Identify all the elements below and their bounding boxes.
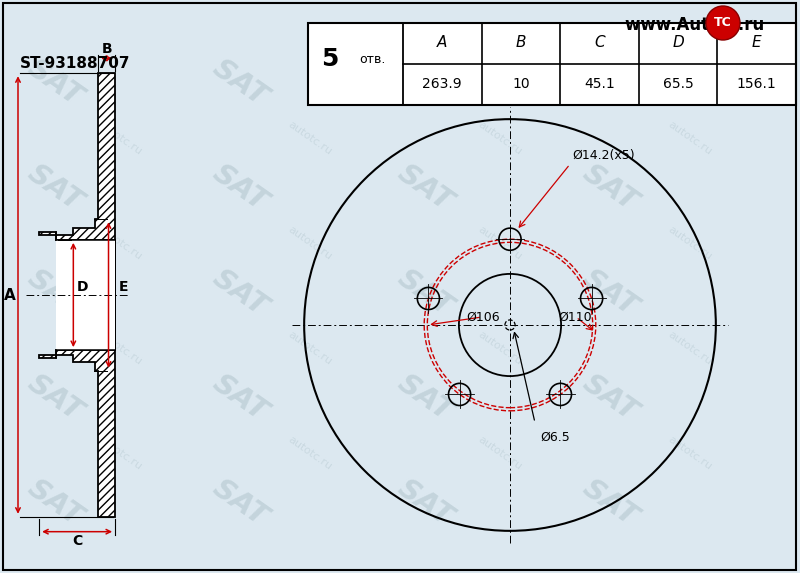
Text: SAT: SAT: [392, 54, 458, 112]
Text: SAT: SAT: [392, 474, 458, 532]
Text: 10: 10: [512, 77, 530, 91]
Text: SAT: SAT: [577, 159, 643, 217]
Text: autotc.ru: autotc.ru: [286, 434, 334, 472]
Text: autotc.ru: autotc.ru: [666, 329, 714, 367]
Text: SAT: SAT: [22, 159, 88, 217]
Text: autotc.ru: autotc.ru: [666, 224, 714, 262]
Circle shape: [706, 6, 740, 40]
Text: SAT: SAT: [577, 369, 643, 427]
Text: autotc.ru: autotc.ru: [286, 329, 334, 367]
Text: отв.: отв.: [359, 53, 385, 65]
Text: SAT: SAT: [207, 264, 273, 322]
Text: C: C: [594, 35, 605, 50]
Text: autotc.ru: autotc.ru: [96, 224, 144, 262]
Text: A: A: [437, 35, 447, 50]
Text: B: B: [516, 35, 526, 50]
Text: 263.9: 263.9: [422, 77, 462, 91]
Text: Ø14.2(x5): Ø14.2(x5): [572, 149, 634, 162]
Text: autotc.ru: autotc.ru: [476, 329, 524, 367]
Text: autotc.ru: autotc.ru: [286, 224, 334, 262]
Text: autotc.ru: autotc.ru: [666, 434, 714, 472]
Text: 156.1: 156.1: [737, 77, 777, 91]
Text: Ø110: Ø110: [558, 311, 592, 324]
Text: www.Auto   .ru: www.Auto .ru: [626, 16, 765, 34]
Text: autotc.ru: autotc.ru: [476, 434, 524, 472]
Text: SAT: SAT: [392, 369, 458, 427]
Text: autotc.ru: autotc.ru: [96, 434, 144, 472]
Text: autotc.ru: autotc.ru: [476, 224, 524, 262]
Text: D: D: [76, 280, 88, 294]
Polygon shape: [39, 73, 115, 517]
Text: Ø106: Ø106: [466, 311, 500, 324]
Text: 5: 5: [322, 47, 338, 71]
Text: B: B: [102, 42, 112, 56]
Text: autotc.ru: autotc.ru: [666, 119, 714, 157]
Text: SAT: SAT: [207, 54, 273, 112]
Text: TC: TC: [714, 17, 732, 29]
Text: D: D: [672, 35, 684, 50]
Text: SAT: SAT: [22, 474, 88, 532]
Text: SAT: SAT: [577, 54, 643, 112]
Text: 45.1: 45.1: [584, 77, 615, 91]
Text: 65.5: 65.5: [662, 77, 694, 91]
Text: SAT: SAT: [22, 54, 88, 112]
Text: autotc.ru: autotc.ru: [476, 119, 524, 157]
Text: autotc.ru: autotc.ru: [286, 119, 334, 157]
Text: E: E: [118, 280, 128, 294]
Text: SAT: SAT: [207, 474, 273, 532]
Text: autotc.ru: autotc.ru: [96, 119, 144, 157]
Text: A: A: [4, 288, 16, 303]
Text: SAT: SAT: [22, 369, 88, 427]
Text: SAT: SAT: [577, 264, 643, 322]
Text: SAT: SAT: [207, 369, 273, 427]
Text: Ø6.5: Ø6.5: [540, 431, 570, 444]
Text: SAT: SAT: [22, 264, 88, 322]
Bar: [308, 23, 796, 105]
Text: SAT: SAT: [577, 474, 643, 532]
Polygon shape: [56, 240, 115, 350]
Text: SAT: SAT: [392, 264, 458, 322]
Text: ST-93188707: ST-93188707: [20, 57, 130, 72]
Text: autotc.ru: autotc.ru: [96, 329, 144, 367]
Text: C: C: [72, 533, 82, 548]
Text: E: E: [752, 35, 762, 50]
Text: SAT: SAT: [392, 159, 458, 217]
Text: SAT: SAT: [207, 159, 273, 217]
